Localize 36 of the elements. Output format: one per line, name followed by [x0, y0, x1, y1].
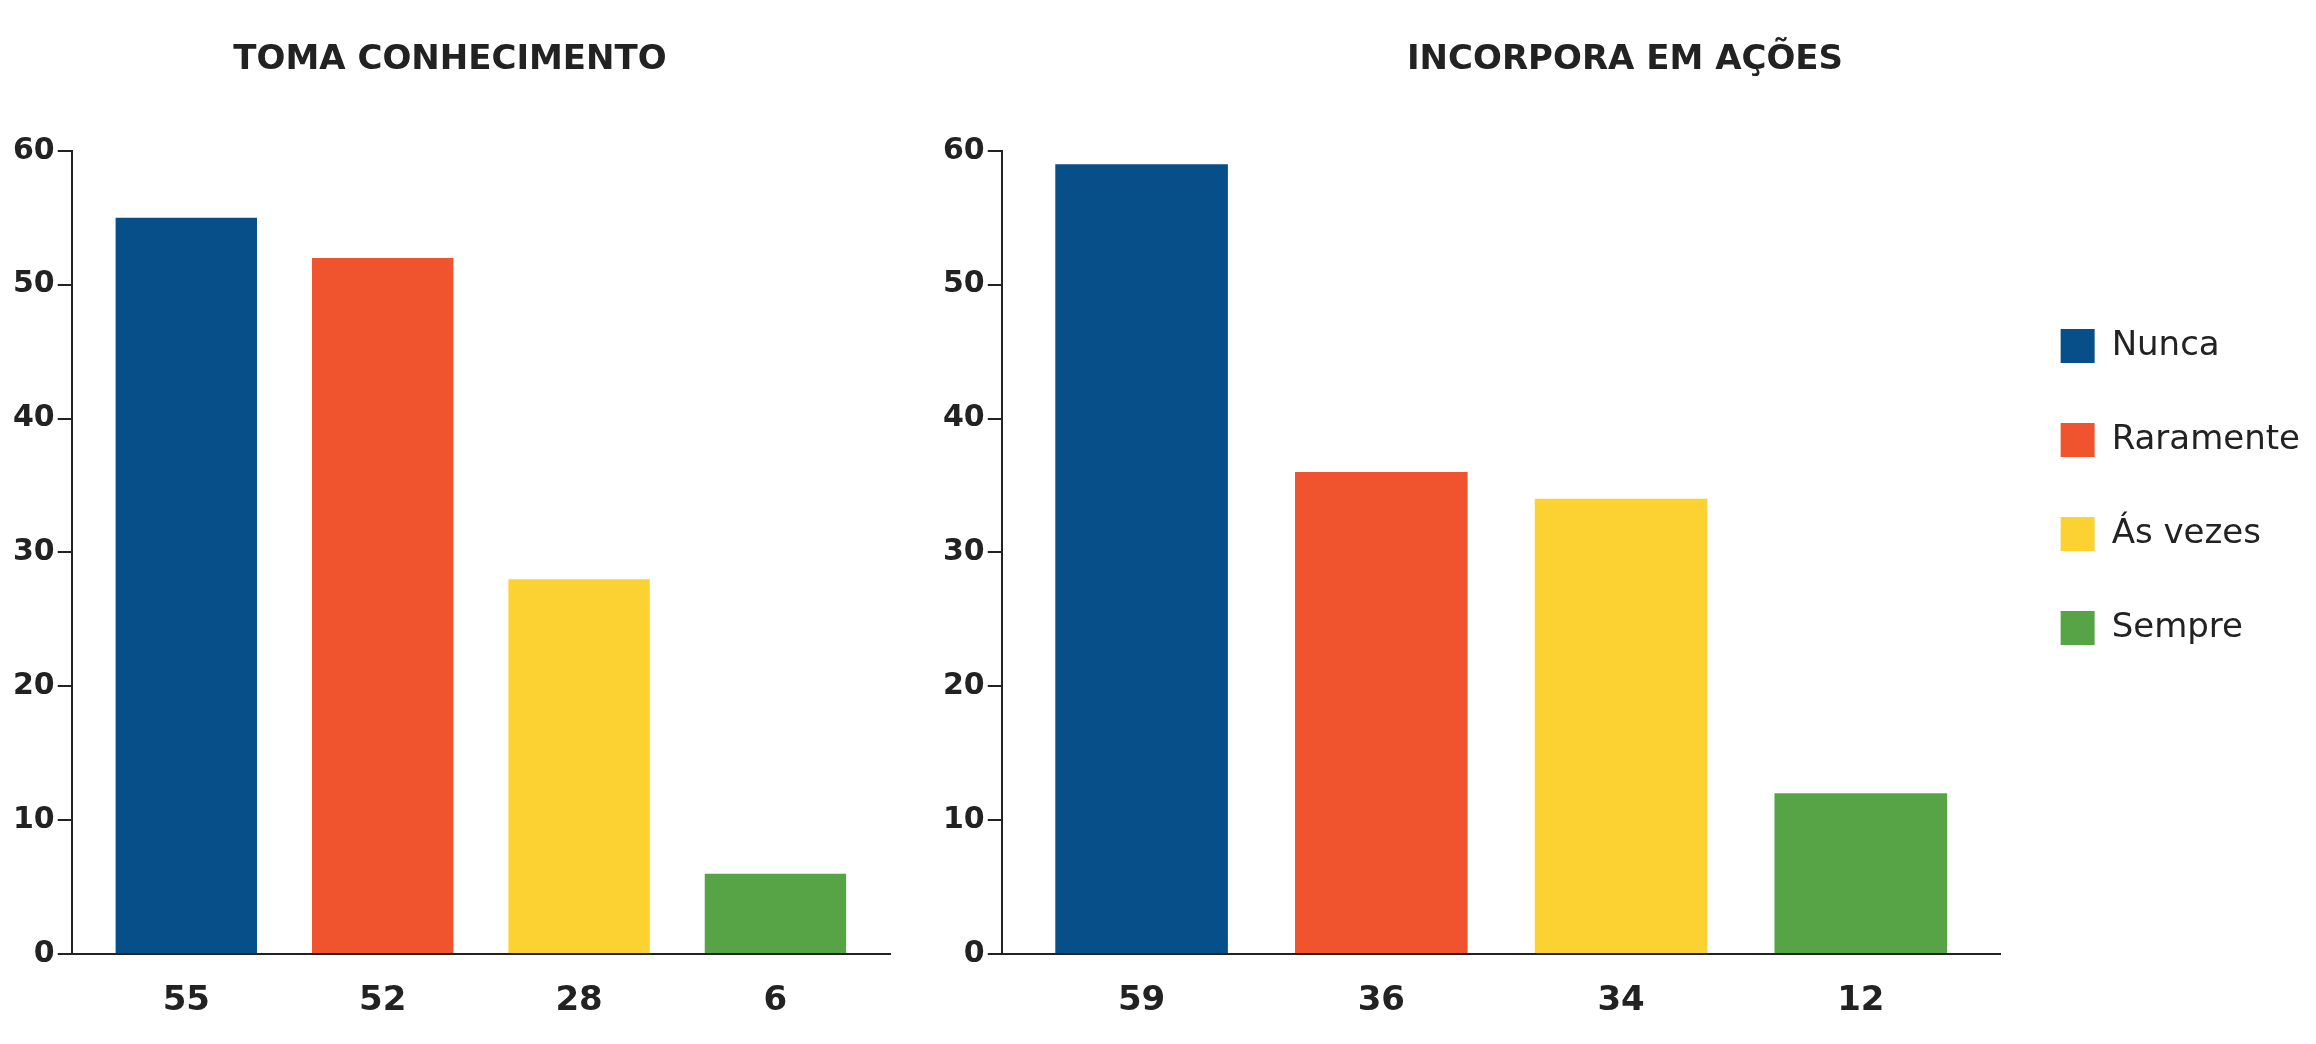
- y-tick-label: 10: [13, 799, 55, 835]
- y-tick-label: 0: [33, 933, 55, 969]
- y-tick-label: 10: [943, 799, 985, 835]
- data-label: 12: [1837, 977, 1885, 1018]
- y-tick-label: 0: [963, 933, 985, 969]
- bar: [1055, 164, 1228, 953]
- data-label: 52: [359, 977, 407, 1018]
- bar: [704, 873, 847, 953]
- data-label: 59: [1117, 977, 1166, 1018]
- data-label: 36: [1357, 977, 1405, 1018]
- y-tick-label: 20: [943, 666, 985, 702]
- bar: [1295, 472, 1468, 953]
- data-label: 55: [162, 977, 210, 1018]
- y-tick-label: 50: [13, 264, 55, 300]
- bar: [1534, 498, 1708, 953]
- data-label: 34: [1597, 977, 1645, 1018]
- legend-label: Sempre: [2111, 604, 2243, 645]
- legend-label: Ás vezes: [2111, 510, 2261, 551]
- y-tick-label: 40: [13, 398, 55, 434]
- chart-title: TOMA CONHECIMENTO: [233, 37, 667, 78]
- y-tick-label: 60: [943, 130, 985, 166]
- y-tick-label: 60: [13, 130, 55, 166]
- y-tick-label: 40: [943, 398, 985, 434]
- y-tick-label: 50: [943, 264, 985, 300]
- data-label: 6: [763, 977, 788, 1018]
- bar: [115, 217, 257, 953]
- legend-label: Nunca: [2111, 322, 2220, 363]
- chart-title: INCORPORA EM AÇÕES: [1406, 37, 1844, 78]
- legend-label: Raramente: [2111, 416, 2301, 457]
- bar: [311, 257, 454, 953]
- bar: [1774, 793, 1948, 953]
- data-label: 28: [555, 977, 603, 1018]
- bar: [508, 579, 650, 953]
- y-tick-label: 30: [943, 532, 985, 568]
- y-tick-label: 20: [13, 666, 55, 702]
- y-tick-label: 30: [13, 532, 55, 568]
